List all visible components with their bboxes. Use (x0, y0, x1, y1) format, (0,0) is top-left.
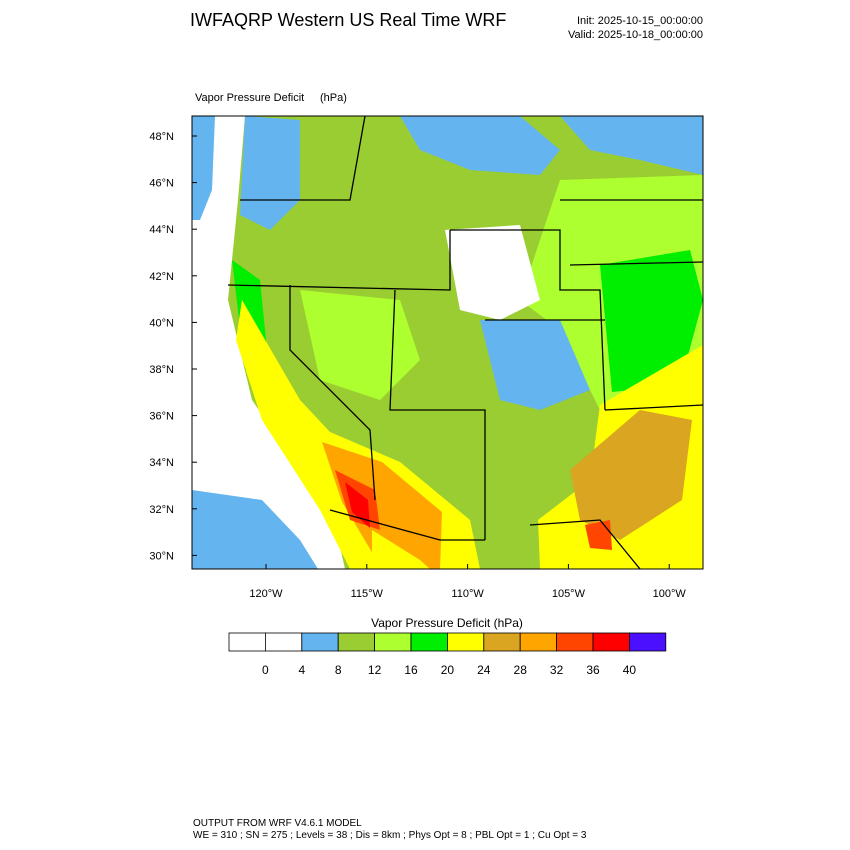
colorbar-box (629, 632, 667, 652)
lon-label: 100°W (653, 588, 687, 600)
lat-label: 38°N (149, 364, 174, 376)
lat-label: 48°N (149, 131, 174, 143)
title: IWFAQRP Western US Real Time WRF (190, 10, 506, 30)
valid-time: Valid: 2025-10-18_00:00:00 (568, 29, 703, 41)
colorbar-box (374, 632, 412, 652)
colorbar-box (410, 632, 448, 652)
map-frame (191, 115, 704, 570)
colorbar-box (228, 632, 266, 652)
lat-label: 42°N (149, 271, 174, 283)
lat-label: 46°N (149, 178, 174, 190)
colorbar-label: 20 (441, 663, 455, 677)
colorbar-label: 0 (262, 663, 269, 677)
colorbar-title: Vapor Pressure Deficit (hPa) (371, 616, 523, 630)
colorbar-label: 32 (550, 663, 564, 677)
colorbar-label: 28 (514, 663, 528, 677)
footer-line: OUTPUT FROM WRF V4.6.1 MODEL (193, 818, 362, 829)
colorbar-box (337, 632, 376, 652)
map-field (192, 116, 703, 569)
colorbar: 0 4 8 12 16 20 24 28 32 36 40 (228, 632, 667, 677)
lon-label: 120°W (249, 588, 283, 600)
colorbar-label: 40 (623, 663, 637, 677)
colorbar-box (556, 632, 594, 652)
colorbar-label: 16 (404, 663, 418, 677)
colorbar-label: 12 (368, 663, 382, 677)
lat-label: 44°N (149, 224, 174, 236)
footer-line: WE = 310 ; SN = 275 ; Levels = 38 ; Dis … (193, 830, 587, 841)
colorbar-label: 4 (298, 663, 305, 677)
init-time: Init: 2025-10-15_00:00:00 (577, 15, 703, 27)
field-units: (hPa) (320, 92, 347, 104)
colorbar-label: 36 (586, 663, 600, 677)
lat-label: 34°N (149, 457, 174, 469)
colorbar-box (483, 632, 521, 652)
colorbar-label: 24 (477, 663, 491, 677)
lon-label: 115°W (351, 588, 384, 600)
lat-label: 40°N (149, 317, 174, 329)
colorbar-box (446, 632, 485, 652)
lat-label: 36°N (149, 411, 174, 423)
colorbar-box (264, 632, 303, 652)
lat-label: 30°N (149, 550, 174, 562)
lat-label: 32°N (149, 504, 174, 516)
field-label: Vapor Pressure Deficit (195, 92, 304, 104)
lon-label: 105°W (552, 588, 586, 600)
colorbar-box (519, 632, 558, 652)
axis-labels: 48°N 46°N 44°N 42°N 40°N 38°N 36°N 34°N 32°N 30°N… (149, 131, 686, 600)
colorbar-label: 8 (335, 663, 342, 677)
colorbar-box (592, 632, 630, 652)
lon-label: 110°W (451, 588, 484, 600)
colorbar-box (301, 632, 339, 652)
